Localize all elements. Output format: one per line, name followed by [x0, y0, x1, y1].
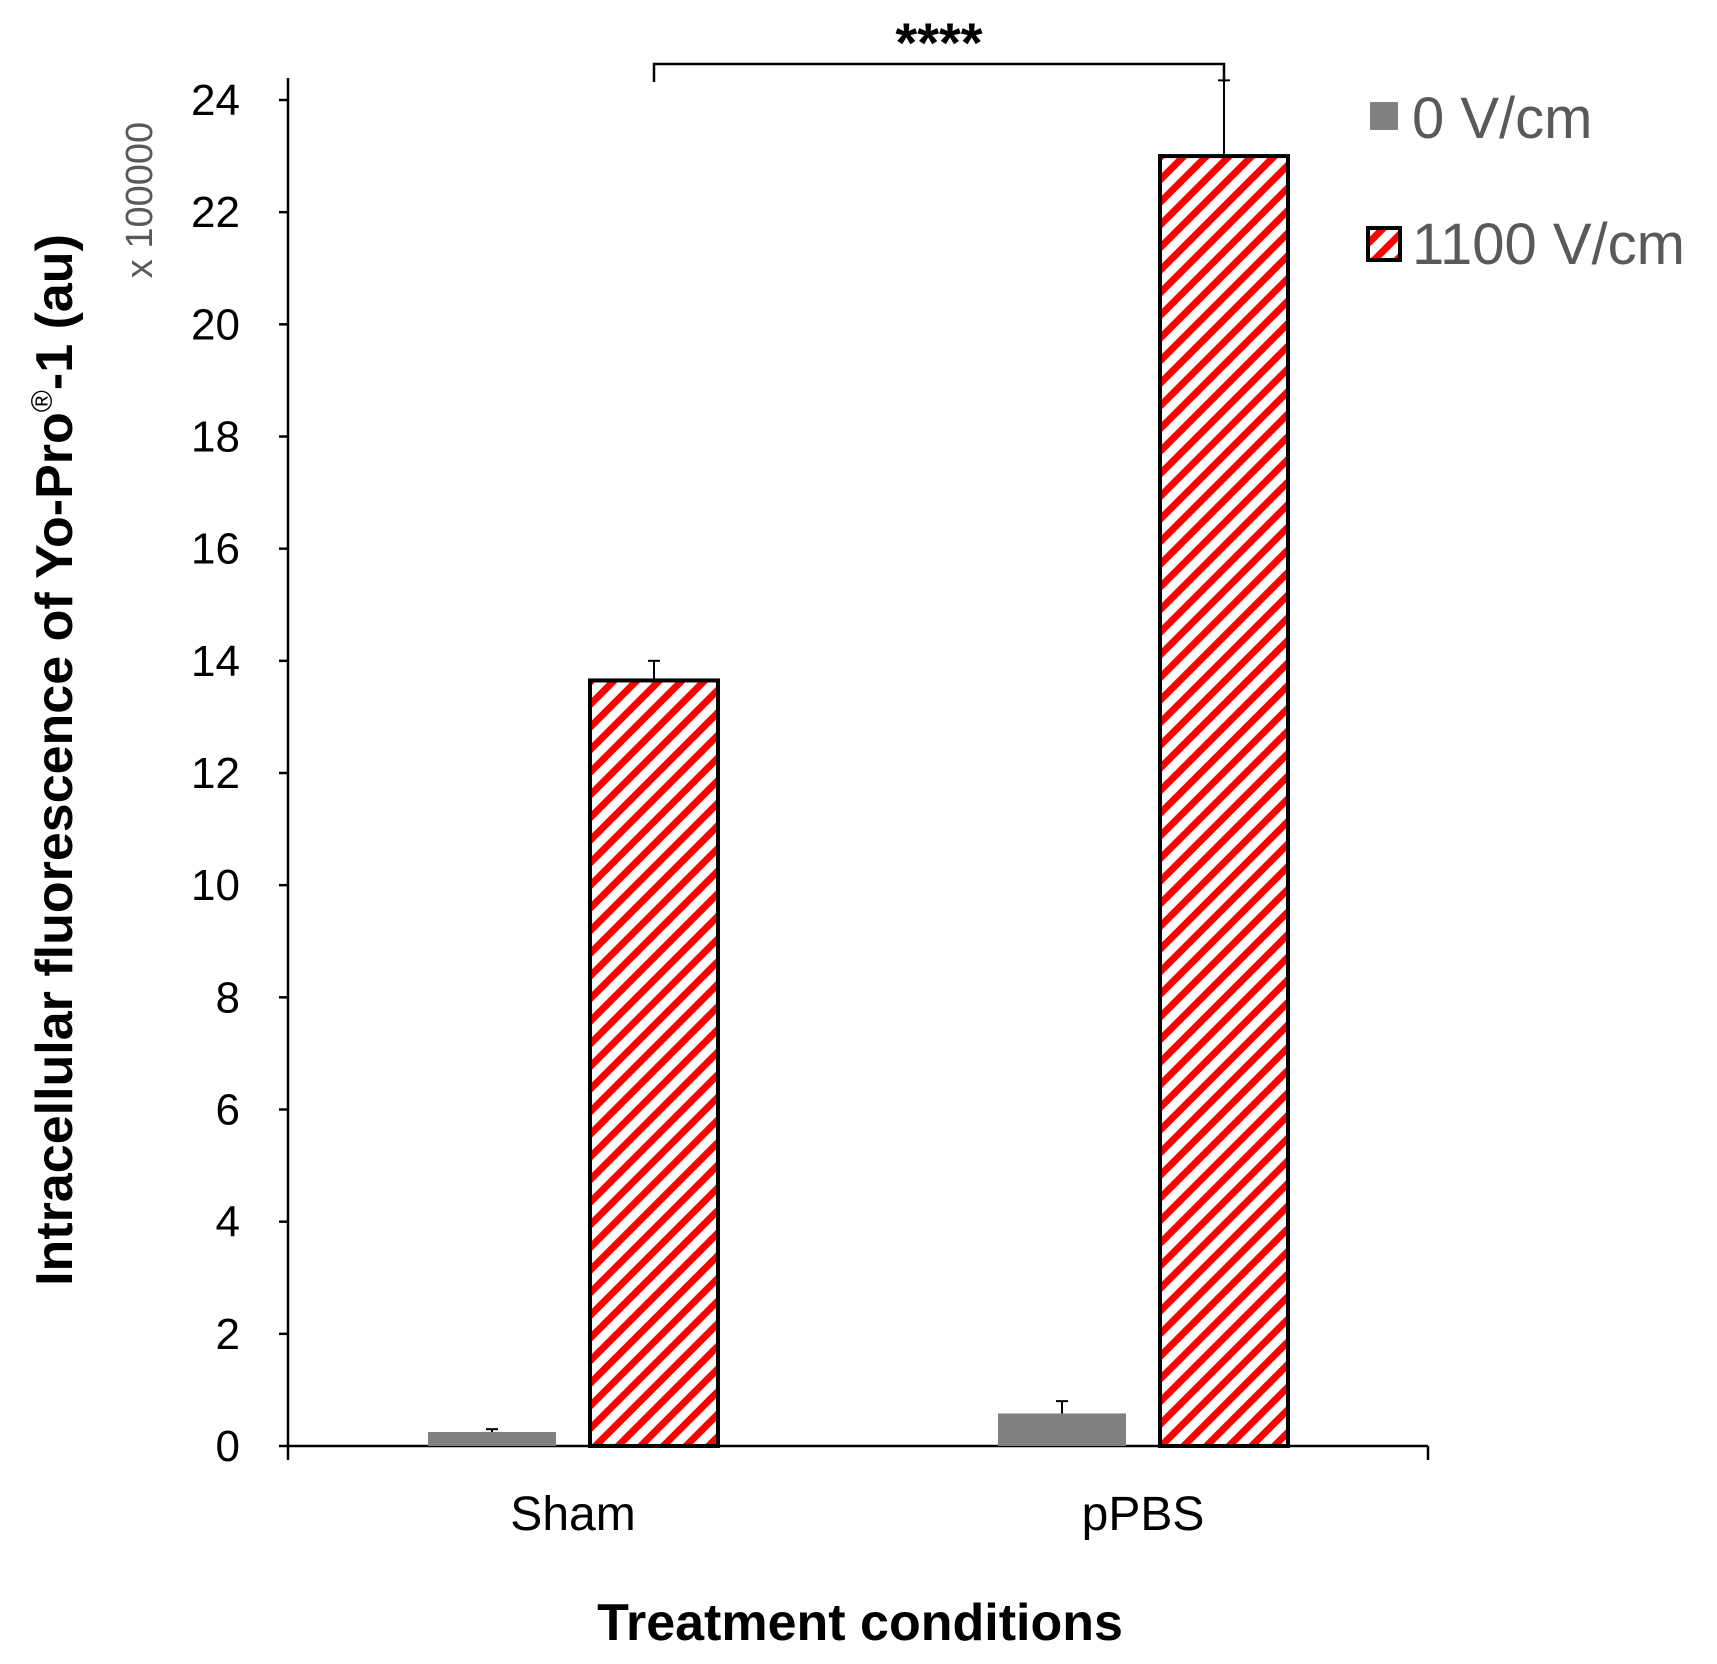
bar — [998, 1413, 1126, 1446]
y-tick-label: 2 — [216, 1310, 240, 1359]
y-tick-label: 0 — [216, 1422, 240, 1471]
y-axis-title-superscript: ® — [26, 390, 59, 412]
bar — [428, 1431, 556, 1446]
y-tick-label: 12 — [191, 749, 240, 798]
x-axis-title: Treatment conditions — [597, 1594, 1123, 1652]
x-category-labels: Sham pPBS — [510, 1488, 1204, 1541]
bars-group — [428, 154, 1290, 1448]
legend-label: 1100 V/cm — [1412, 212, 1685, 277]
x-category-label: pPBS — [1082, 1488, 1205, 1541]
significance-bracket-group: **** — [652, 11, 1226, 82]
y-axis-ticks — [279, 98, 1430, 1460]
bar — [588, 678, 720, 1448]
y-multiplier-label: x 100000 — [119, 122, 161, 278]
legend: 0 V/cm 1100 V/cm — [1366, 86, 1685, 277]
significance-bracket — [652, 62, 1226, 82]
legend-label: 0 V/cm — [1412, 86, 1593, 151]
y-tick-label: 24 — [191, 76, 240, 125]
legend-swatch — [1366, 226, 1402, 262]
svg-text:Intracellular fluorescence of: Intracellular fluorescence of Yo-Pro®-1 … — [26, 234, 84, 1286]
y-tick-label: 4 — [216, 1198, 240, 1247]
x-category-label: Sham — [510, 1488, 635, 1541]
y-axis-title: Intracellular fluorescence of Yo-Pro®-1 … — [26, 234, 84, 1286]
y-axis-title-main: Intracellular fluorescence of Yo-Pro — [26, 412, 84, 1286]
y-tick-label: 18 — [191, 413, 240, 462]
bar — [1158, 154, 1290, 1448]
y-tick-label: 8 — [216, 973, 240, 1022]
y-tick-label: 14 — [191, 637, 240, 686]
significance-label: **** — [895, 11, 982, 74]
y-axis-title-tail: -1 (au) — [26, 234, 84, 390]
y-tick-label: 16 — [191, 525, 240, 574]
y-tick-label: 22 — [191, 188, 240, 237]
y-tick-label: 10 — [191, 861, 240, 910]
y-tick-label: 20 — [191, 300, 240, 349]
legend-swatch — [1370, 102, 1398, 130]
y-tick-label: 6 — [216, 1086, 240, 1135]
